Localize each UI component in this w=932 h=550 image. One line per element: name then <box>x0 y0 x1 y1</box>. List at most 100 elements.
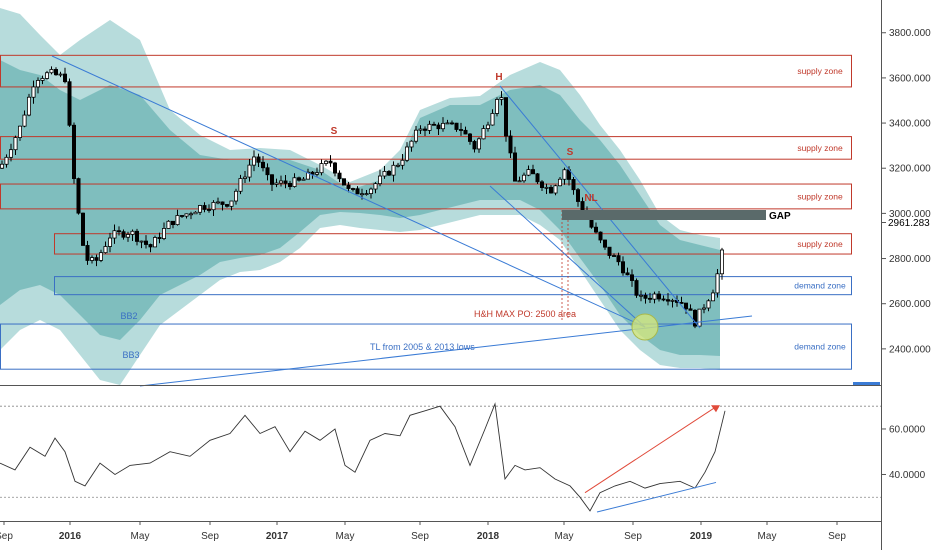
candle-bull <box>670 299 675 302</box>
supply-zone-box <box>54 233 852 255</box>
gap-bar <box>562 210 766 220</box>
rsi-divergence-arrow <box>584 405 718 494</box>
candle-bear <box>224 204 229 207</box>
time-tick-label: Sep <box>828 531 846 542</box>
candle-bull <box>494 99 499 114</box>
time-tick-label: May <box>131 531 150 542</box>
candle-bull <box>359 193 364 196</box>
candle-bear <box>549 186 554 194</box>
candle-bull <box>373 183 378 190</box>
price-axis: 3800.000 3600.000 3400.000 3200.000 3000.000… <box>881 28 931 355</box>
candle-bear <box>386 171 391 176</box>
time-tick-label: Sep <box>201 531 219 542</box>
candle-bear <box>598 231 603 241</box>
candle-bull <box>427 123 432 131</box>
time-tick-label: 2019 <box>690 531 713 542</box>
candle-bull <box>166 220 171 229</box>
supply-zone-box <box>0 136 852 160</box>
candle-bull <box>103 246 108 254</box>
demand-zone-label: demand zone <box>794 281 846 291</box>
candle-bear <box>76 178 81 214</box>
candle-bull <box>409 140 414 148</box>
candle-bull <box>364 193 369 195</box>
candle-bear <box>503 97 508 137</box>
candle-bull <box>161 228 166 239</box>
candle-bull <box>382 171 387 177</box>
candle-bull <box>26 96 31 116</box>
time-tick-label: 2016 <box>59 531 82 542</box>
candle-bear <box>256 156 261 163</box>
rsi-support-line <box>596 481 717 513</box>
time-tick-label: May <box>758 531 777 542</box>
time-tick-label: Sep <box>0 531 13 542</box>
candle-bear <box>648 297 653 300</box>
candle-bear <box>454 122 459 130</box>
candle-bull <box>211 202 216 211</box>
scroll-indicator <box>853 382 880 385</box>
price-tick-label: 3800.000 <box>889 28 931 39</box>
candle-bear <box>666 299 671 302</box>
candle-bull <box>292 177 297 187</box>
candle-bull <box>558 178 563 187</box>
candle-bull <box>490 113 495 126</box>
candle-bull <box>485 124 490 129</box>
candle-bear <box>607 246 612 256</box>
candle-bull <box>229 200 234 207</box>
candle-bull <box>301 178 306 181</box>
rsi-tick-label: 40.0000 <box>889 470 926 481</box>
candle-bull <box>99 252 104 261</box>
demand-zone-box <box>54 276 852 296</box>
annotations: GAP H S S NL BB2 BB3 H&H MAX PO: 2500 ar… <box>120 72 791 360</box>
candle-bear <box>85 245 90 261</box>
time-tick-label: 2017 <box>266 531 289 542</box>
candle-bull <box>233 190 238 202</box>
candle-bear <box>531 169 536 175</box>
price-tick-label: 3200.000 <box>889 164 931 175</box>
supply-zone-label: supply zone <box>797 239 843 249</box>
candle-bear <box>621 261 626 274</box>
candle-bull <box>4 156 9 165</box>
bb2-label: BB2 <box>120 311 137 321</box>
candle-bear <box>269 174 274 185</box>
left-shoulder-label: S <box>331 126 338 137</box>
candle-bear <box>594 226 599 233</box>
candle-bear <box>296 177 301 181</box>
candle-bull <box>697 308 702 327</box>
price-tick-label: 3000.000 <box>889 209 931 220</box>
candle-bear <box>265 167 270 176</box>
supply-zone-label: supply zone <box>797 66 843 76</box>
candle-bull <box>40 78 45 81</box>
candle-bull <box>0 163 4 169</box>
right-shoulder-label: S <box>567 147 574 158</box>
time-tick-label: May <box>336 531 355 542</box>
supply-zone-box <box>0 54 852 88</box>
last-price-label: 2961.283 <box>888 218 930 229</box>
candle-bear <box>67 81 72 126</box>
candle-bull <box>702 307 707 310</box>
time-tick-label: 2018 <box>477 531 500 542</box>
candle-bull <box>652 293 657 300</box>
candle-bull <box>481 128 486 140</box>
po-label: H&H MAX PO: 2500 area <box>474 309 576 319</box>
candle-bull <box>305 171 310 180</box>
candle-bear <box>157 237 162 239</box>
candle-bear <box>625 272 630 276</box>
candle-bull <box>31 86 36 98</box>
zones: supply zone supply zone supply zone supply … <box>0 54 852 370</box>
time-tick-label: Sep <box>624 531 642 542</box>
candle-bear <box>134 230 139 242</box>
candle-bear <box>603 239 608 248</box>
candle-bear <box>436 124 441 130</box>
candle-bear <box>341 178 346 186</box>
rsi-pane: 60.0000 40.0000 <box>0 402 926 513</box>
supply-zone-box <box>0 183 852 210</box>
rsi-axis: 60.0000 40.0000 <box>881 424 926 481</box>
candle-bull <box>238 178 243 192</box>
candle-bear <box>206 209 211 211</box>
candle-bull <box>319 163 324 174</box>
candle-bear <box>94 257 99 261</box>
candle-bear <box>449 122 454 125</box>
candle-bull <box>400 159 405 166</box>
candle-bull <box>184 213 189 217</box>
